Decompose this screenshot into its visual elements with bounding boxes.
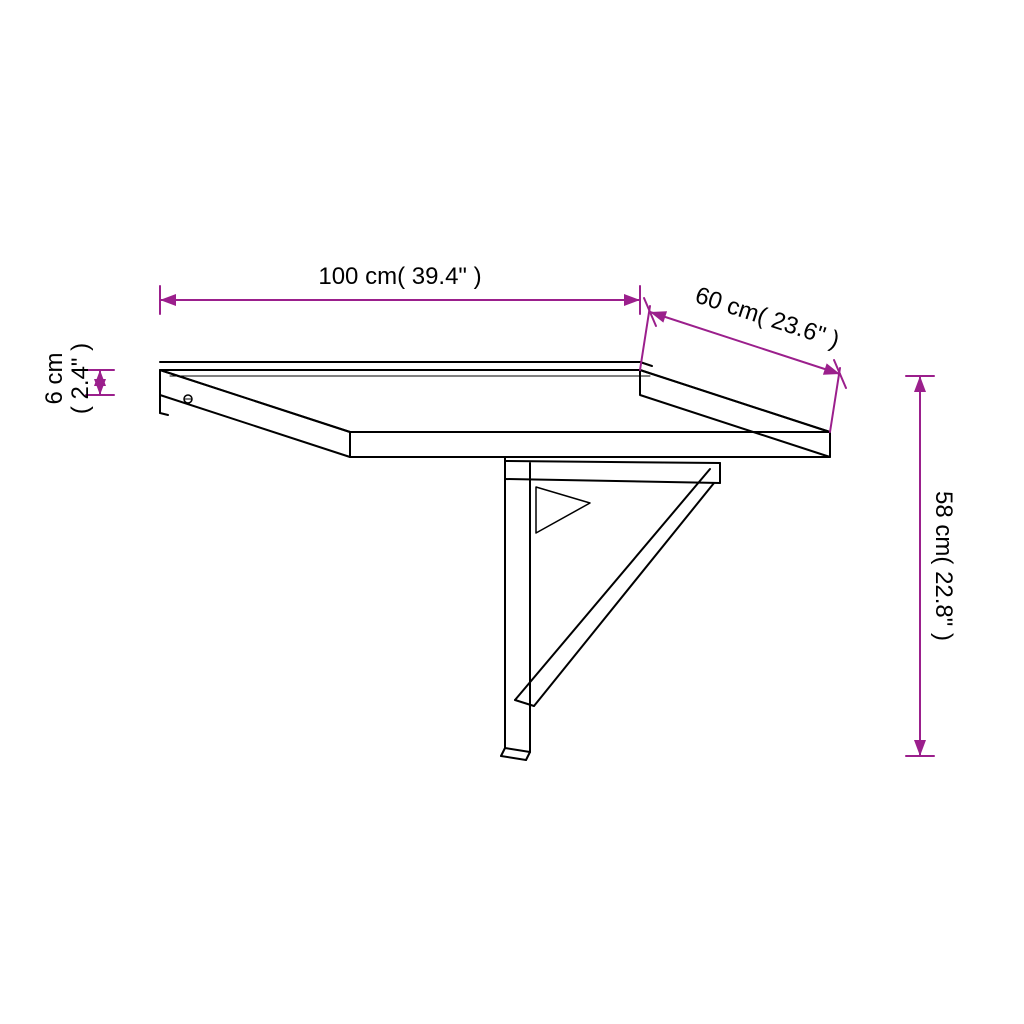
dimension-height-label: 58 cm( 22.8" ) (930, 491, 957, 641)
dimension-thickness-label-line2: ( 2.4" ) (67, 343, 94, 414)
dimension-depth-label: 60 cm( 23.6" ) (692, 282, 843, 354)
dimension-lines (86, 286, 934, 756)
product-outline (160, 362, 830, 760)
dimension-width-label: 100 cm( 39.4" ) (318, 263, 481, 290)
dimension-labels: 100 cm( 39.4" ) 60 cm( 23.6" ) 58 cm( 22… (41, 263, 957, 641)
dimension-thickness-label-line1: 6 cm (41, 352, 68, 404)
